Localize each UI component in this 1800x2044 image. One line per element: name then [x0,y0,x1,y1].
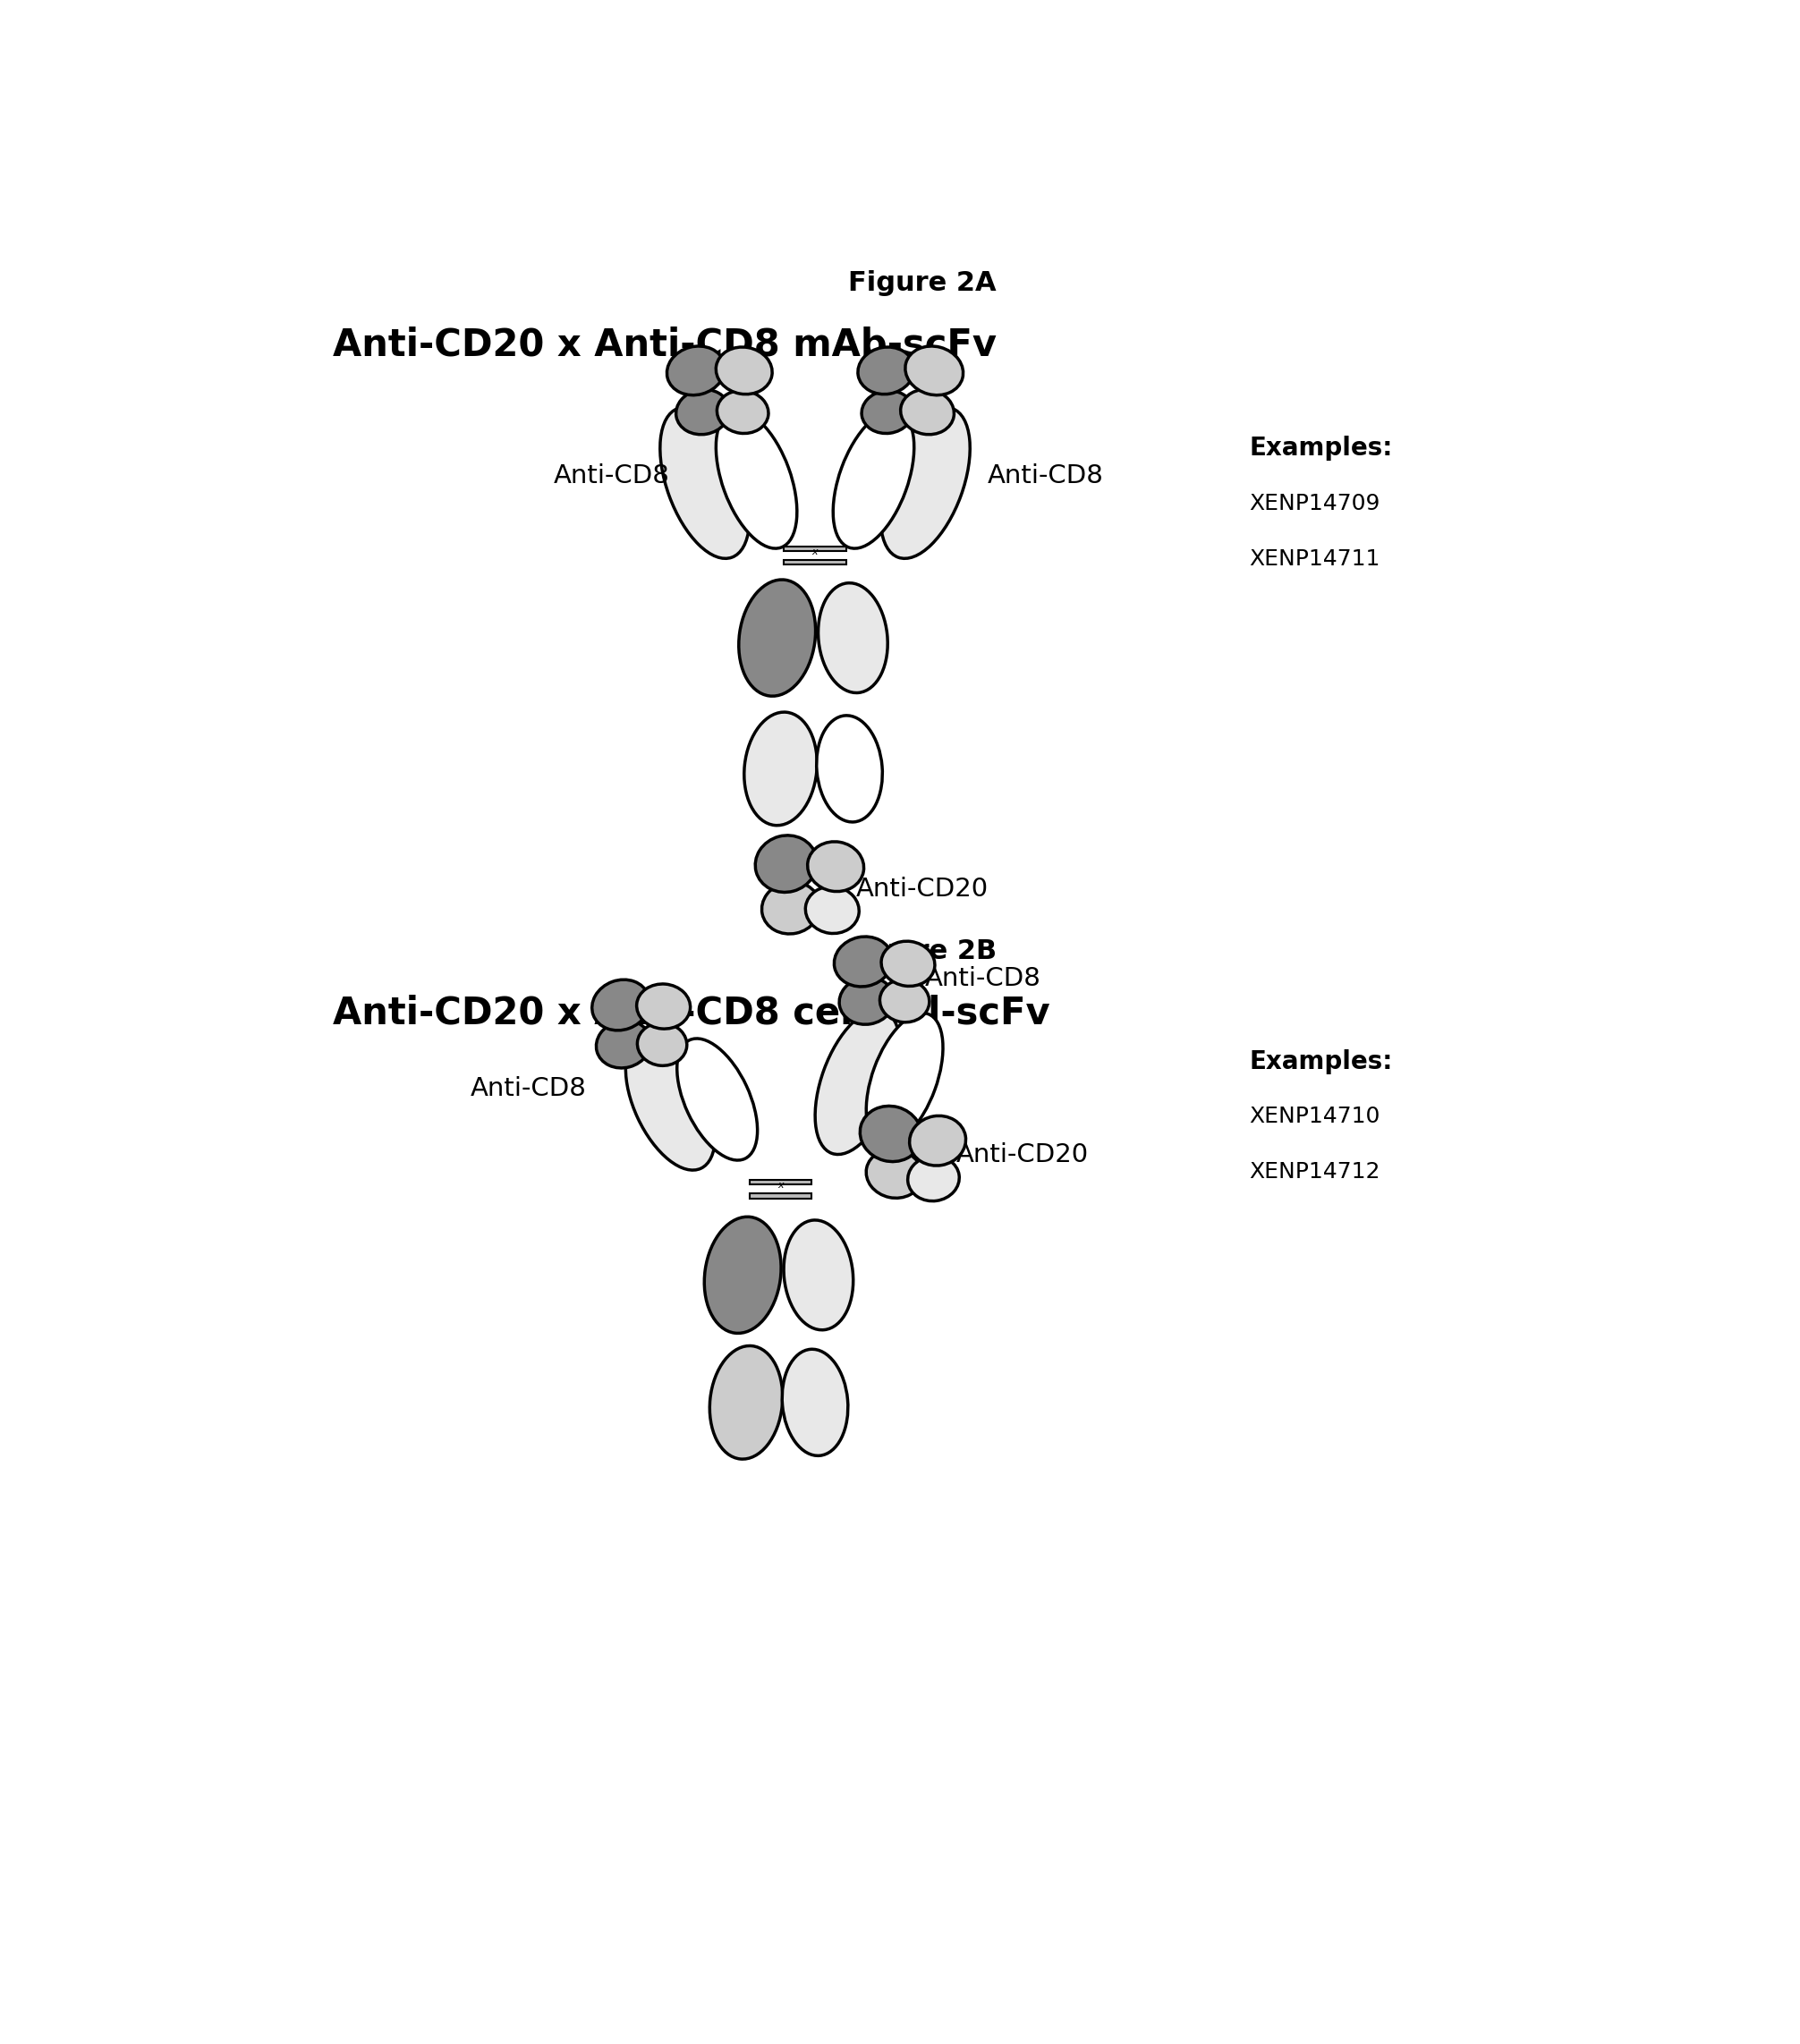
Bar [785,560,846,564]
Ellipse shape [817,715,882,822]
Ellipse shape [592,979,650,1030]
Text: XENP14709: XENP14709 [1249,493,1381,515]
Text: Anti-CD8: Anti-CD8 [553,464,670,489]
Ellipse shape [661,407,749,558]
Text: Figure 2A: Figure 2A [848,270,997,296]
Ellipse shape [716,390,769,433]
Ellipse shape [637,983,691,1028]
Ellipse shape [905,345,963,394]
Ellipse shape [743,711,817,826]
Text: XENP14712: XENP14712 [1249,1161,1381,1181]
Ellipse shape [882,940,934,985]
Ellipse shape [819,583,887,693]
Ellipse shape [862,390,913,433]
Ellipse shape [716,347,772,394]
Text: Anti-CD8: Anti-CD8 [470,1077,587,1102]
Ellipse shape [704,1216,781,1333]
Text: x: x [812,548,817,556]
Ellipse shape [833,936,893,987]
Text: XENP14711: XENP14711 [1249,548,1381,570]
Text: XENP14710: XENP14710 [1249,1106,1381,1128]
Ellipse shape [677,1038,758,1161]
Ellipse shape [805,887,859,934]
Text: Anti-CD8: Anti-CD8 [925,967,1042,991]
Bar [785,546,846,552]
Ellipse shape [738,580,815,697]
Ellipse shape [860,1106,922,1161]
Ellipse shape [833,411,914,548]
Text: Anti-CD20: Anti-CD20 [857,877,988,901]
Text: Anti-CD20 x Anti-CD8 central-scFv: Anti-CD20 x Anti-CD8 central-scFv [333,995,1049,1032]
Ellipse shape [756,836,817,893]
Ellipse shape [815,1010,900,1155]
Ellipse shape [783,1349,848,1455]
Ellipse shape [761,881,821,934]
Text: Anti-CD20 x Anti-CD8 mAb-scFv: Anti-CD20 x Anti-CD8 mAb-scFv [333,327,997,364]
Text: x: x [778,1181,783,1190]
Text: Figure 2B: Figure 2B [848,938,997,965]
Ellipse shape [909,1116,967,1165]
Ellipse shape [880,407,970,558]
Ellipse shape [596,1020,652,1069]
Ellipse shape [626,1036,715,1169]
Ellipse shape [880,979,929,1022]
Ellipse shape [866,1014,943,1145]
Ellipse shape [709,1345,783,1459]
Ellipse shape [808,842,864,891]
Ellipse shape [859,347,914,394]
Text: Examples:: Examples: [1249,1049,1393,1073]
Ellipse shape [783,1220,853,1331]
Ellipse shape [716,411,797,548]
Ellipse shape [677,390,729,435]
Bar [749,1179,812,1186]
Ellipse shape [637,1022,688,1065]
Bar [749,1194,812,1198]
Text: Anti-CD8: Anti-CD8 [986,464,1103,489]
Ellipse shape [839,977,895,1024]
Text: Examples:: Examples: [1249,435,1393,462]
Ellipse shape [907,1157,959,1202]
Text: Anti-CD20: Anti-CD20 [956,1143,1089,1167]
Ellipse shape [668,345,725,394]
Ellipse shape [900,390,954,435]
Ellipse shape [866,1149,922,1198]
